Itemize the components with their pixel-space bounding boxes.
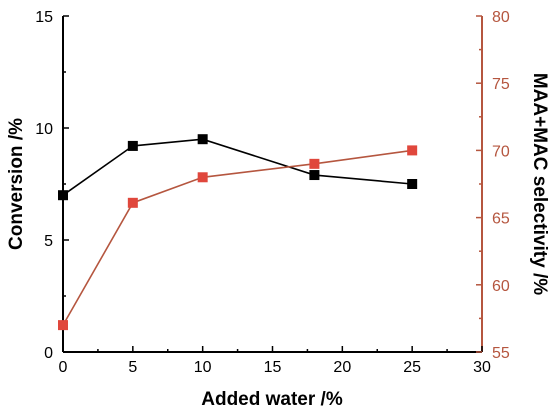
x-tick-label: 10 [194, 359, 212, 376]
series-2-point [127, 197, 138, 208]
series-1-line [62, 138, 413, 196]
y-tick-label: 10 [35, 121, 53, 138]
series-1-point [407, 179, 418, 189]
series-2-point [197, 172, 208, 183]
y-tick-label: 15 [35, 9, 53, 26]
series-2-point [407, 145, 418, 156]
x-axis-label: Added water /% [201, 389, 343, 410]
series-layer [58, 134, 418, 331]
y2-tick-label: 65 [492, 211, 510, 228]
x-ticks: 0 5 10 15 20 25 30 [59, 346, 491, 376]
series-2-line [62, 149, 413, 326]
x-tick-label: 30 [473, 359, 491, 376]
y2-tick-label: 60 [492, 278, 510, 295]
y-axis-left-label: Conversion /% [6, 118, 27, 250]
x-tick-label: 20 [333, 359, 351, 376]
y-axis-right-label: MAA+MAC selectivity /% [529, 73, 550, 295]
plot-frame [62, 16, 483, 353]
series-1-point [127, 140, 138, 151]
x-tick-label: 5 [128, 359, 137, 376]
y-right-ticks: 55 60 65 70 75 80 [476, 9, 510, 362]
y-tick-label: 0 [44, 345, 53, 362]
series-1-point [58, 190, 68, 201]
series-1-point [309, 170, 320, 181]
y2-tick-label: 55 [492, 345, 510, 362]
x-tick-label: 25 [403, 359, 421, 376]
series-1-point [197, 134, 208, 145]
y2-tick-label: 75 [492, 76, 510, 93]
y-tick-label: 5 [44, 233, 53, 250]
x-tick-label: 0 [59, 359, 68, 376]
series-2-point [58, 320, 68, 331]
y2-tick-label: 80 [492, 9, 510, 26]
series-2-point [309, 158, 320, 169]
x-tick-label: 15 [264, 359, 282, 376]
y2-tick-label: 70 [492, 143, 510, 160]
y-left-ticks: 0 5 10 15 [35, 9, 69, 362]
